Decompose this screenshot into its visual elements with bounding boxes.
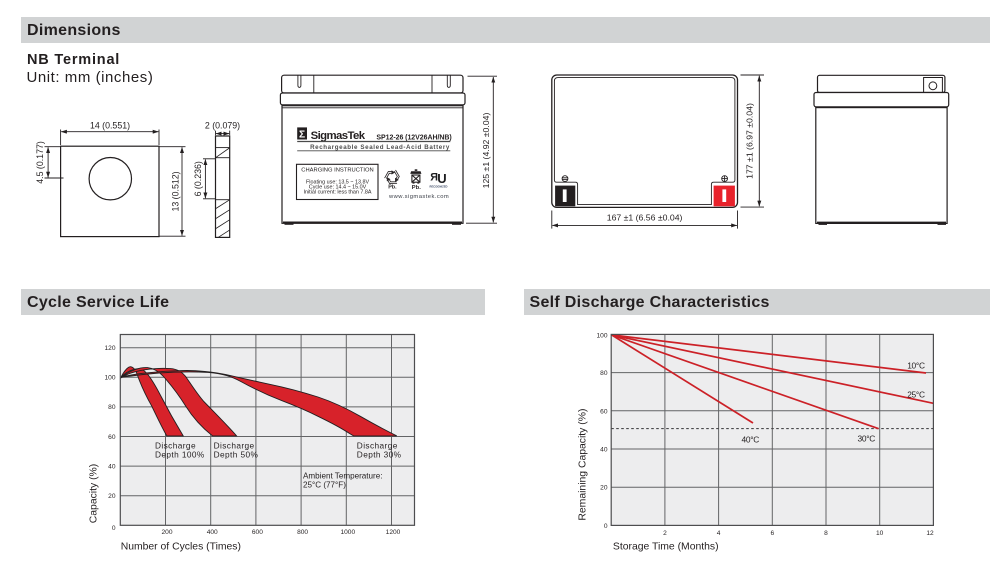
svg-text:SigmasTek: SigmasTek xyxy=(311,130,366,142)
svg-text:Ambient Temperature:: Ambient Temperature: xyxy=(303,472,382,481)
svg-text:2 (0.079): 2 (0.079) xyxy=(205,121,240,131)
svg-text:Depth 50%: Depth 50% xyxy=(214,450,259,460)
svg-text:Floating use: 13.5 ~ 13.8V: Floating use: 13.5 ~ 13.8V xyxy=(306,180,369,186)
svg-text:20: 20 xyxy=(600,485,608,492)
svg-text:Σ: Σ xyxy=(299,129,305,140)
svg-text:1000: 1000 xyxy=(340,529,355,536)
svg-text:Я: Я xyxy=(430,172,438,184)
svg-text:Capacity (%): Capacity (%) xyxy=(89,464,100,523)
svg-text:177 ±1 (6.97 ±0.04): 177 ±1 (6.97 ±0.04) xyxy=(744,103,754,179)
svg-text:Rechargeable Sealed Lead-Acid: Rechargeable Sealed Lead-Acid Battery xyxy=(310,144,450,151)
svg-text:60: 60 xyxy=(108,434,116,441)
svg-text:600: 600 xyxy=(252,529,263,536)
svg-text:10°C: 10°C xyxy=(907,360,925,370)
svg-text:2: 2 xyxy=(663,530,667,537)
svg-text:SP12-26 (12V26AH/NB): SP12-26 (12V26AH/NB) xyxy=(376,135,451,142)
svg-text:20: 20 xyxy=(108,493,116,500)
svg-text:80: 80 xyxy=(108,404,116,411)
svg-text:Remaining Capacity (%): Remaining Capacity (%) xyxy=(578,409,589,521)
svg-text:100: 100 xyxy=(104,375,115,382)
svg-text:100: 100 xyxy=(596,332,607,339)
svg-text:Discharge: Discharge xyxy=(155,441,196,451)
svg-text:Initial current: less than 7.8: Initial current: less than 7.8A xyxy=(303,190,371,196)
svg-text:1200: 1200 xyxy=(386,529,401,536)
svg-text:6 (0.236): 6 (0.236) xyxy=(193,161,203,196)
svg-text:800: 800 xyxy=(297,529,308,536)
svg-text:0: 0 xyxy=(604,523,608,530)
svg-text:40: 40 xyxy=(108,463,116,470)
svg-text:30°C: 30°C xyxy=(858,434,876,444)
svg-text:10: 10 xyxy=(876,530,884,537)
svg-text:Depth 30%: Depth 30% xyxy=(357,450,402,460)
svg-text:400: 400 xyxy=(207,529,218,536)
svg-text:200: 200 xyxy=(161,529,172,536)
svg-text:Discharge: Discharge xyxy=(357,441,398,451)
svg-text:Depth 100%: Depth 100% xyxy=(155,450,205,460)
svg-text:40°C: 40°C xyxy=(742,435,760,445)
svg-text:40: 40 xyxy=(600,447,608,454)
svg-text:U: U xyxy=(437,171,446,186)
svg-text:6: 6 xyxy=(770,530,774,537)
svg-text:80: 80 xyxy=(600,370,608,377)
svg-text:12: 12 xyxy=(926,530,934,537)
svg-text:167 ±1 (6.56 ±0.04): 167 ±1 (6.56 ±0.04) xyxy=(607,212,683,222)
svg-text:Number of Cycles (Times): Number of Cycles (Times) xyxy=(121,542,241,553)
svg-text:25°C (77°F): 25°C (77°F) xyxy=(303,481,346,490)
svg-text:Cycle use: 14.4 ~ 15.0V: Cycle use: 14.4 ~ 15.0V xyxy=(309,184,367,190)
svg-text:CHARGING INSTRUCTION: CHARGING INSTRUCTION xyxy=(301,167,373,173)
svg-text:Pb.: Pb. xyxy=(388,185,397,191)
svg-text:0: 0 xyxy=(112,525,116,532)
svg-text:4.5 (0.177): 4.5 (0.177) xyxy=(35,141,45,184)
svg-text:Storage Time (Months): Storage Time (Months) xyxy=(613,541,719,552)
svg-text:RECOGNIZED: RECOGNIZED xyxy=(430,184,448,188)
svg-text:Pb.: Pb. xyxy=(412,185,421,191)
svg-text:60: 60 xyxy=(600,408,608,415)
svg-text:4: 4 xyxy=(717,530,721,537)
svg-text:120: 120 xyxy=(104,345,115,352)
svg-text:8: 8 xyxy=(824,530,828,537)
svg-text:125 ±1 (4.92 ±0.04): 125 ±1 (4.92 ±0.04) xyxy=(481,113,491,189)
svg-text:25°C: 25°C xyxy=(907,389,925,399)
svg-text:14 (0.551): 14 (0.551) xyxy=(90,121,130,131)
svg-text:www.sigmastek.com: www.sigmastek.com xyxy=(388,194,449,200)
svg-text:13 (0.512): 13 (0.512) xyxy=(170,171,180,211)
svg-text:Discharge: Discharge xyxy=(214,441,255,451)
